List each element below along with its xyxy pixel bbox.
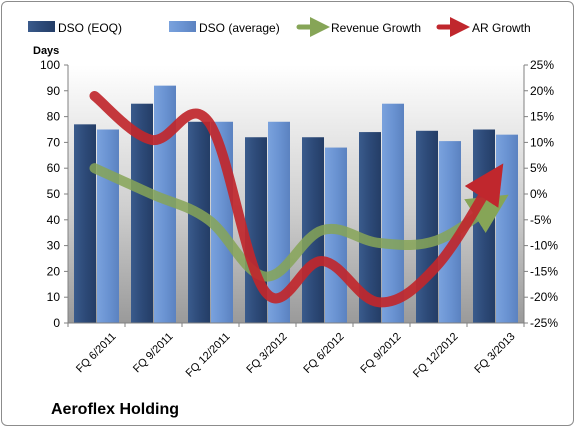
y-tick-label: 70 [47,135,61,149]
x-tick-label: FQ 6/2012 [301,331,346,376]
x-tick-label: FQ 3/2013 [472,331,517,376]
x-tick-label: FQ 3/2012 [244,331,289,376]
y2-tick-label: 25% [530,58,554,72]
bar-dso-eoq--7 [416,130,438,323]
x-tick-label: FQ 12/2011 [184,331,233,380]
y2-tick-label: 20% [530,84,554,98]
y-tick-label: 10 [47,290,61,304]
bar-dso-eoq--3 [188,121,210,323]
bar-dso-eoq--2 [131,103,153,323]
bar-dso-eoq--8 [473,129,495,323]
x-tick-label: FQ 9/2011 [131,331,176,376]
line-ar-growth [89,90,504,308]
y-tick-label: 90 [47,84,61,98]
legend-swatch-dso-eoq- [28,21,55,32]
legend-label-revenue-growth: Revenue Growth [331,21,421,35]
y-tick-label: 30 [47,239,61,253]
y2-tick-label: -15% [530,264,558,278]
bar-dso-average--6 [382,103,404,323]
bar-dso-average--8 [496,134,518,323]
y-tick-label: 80 [47,110,61,124]
legend-label-dso-eoq-: DSO (EOQ) [58,21,122,35]
line-revenue-growth [89,163,509,282]
y-tick-label: 50 [47,187,61,201]
x-tick-label: FQ 12/2012 [411,331,461,381]
y2-tick-label: 15% [530,110,554,124]
y2-tick-label: -25% [530,316,558,330]
x-tick-label: FQ 6/2011 [74,331,119,376]
y2-tick-label: -10% [530,239,558,253]
legend-swatch-dso-average- [169,21,196,32]
bar-dso-eoq--6 [359,132,381,323]
bar-dso-eoq--1 [74,124,96,323]
y2-tick-label: 10% [530,135,554,149]
company-name: Aeroflex Holding [51,401,180,418]
y-tick-label: 60 [47,161,61,175]
y-tick-label: 100 [40,58,60,72]
legend: DSO (EOQ) DSO (average) Revenue Growth AR G… [28,17,531,37]
y-tick-label: 40 [47,213,61,227]
y-tick-label: 20 [47,264,61,278]
lines-layer [89,90,509,308]
bar-dso-average--1 [97,129,119,323]
legend-label-dso-average-: DSO (average) [199,21,280,35]
y2-tick-label: 0% [530,187,548,201]
y-axis-title: Days [33,45,59,57]
y2-tick-label: 5% [530,161,548,175]
y2-tick-label: -20% [530,290,558,304]
y-tick-label: 0 [53,316,60,330]
legend-label-ar-growth: AR Growth [472,21,531,35]
x-tick-label: FQ 9/2012 [358,331,403,376]
y2-tick-label: -5% [530,213,552,227]
